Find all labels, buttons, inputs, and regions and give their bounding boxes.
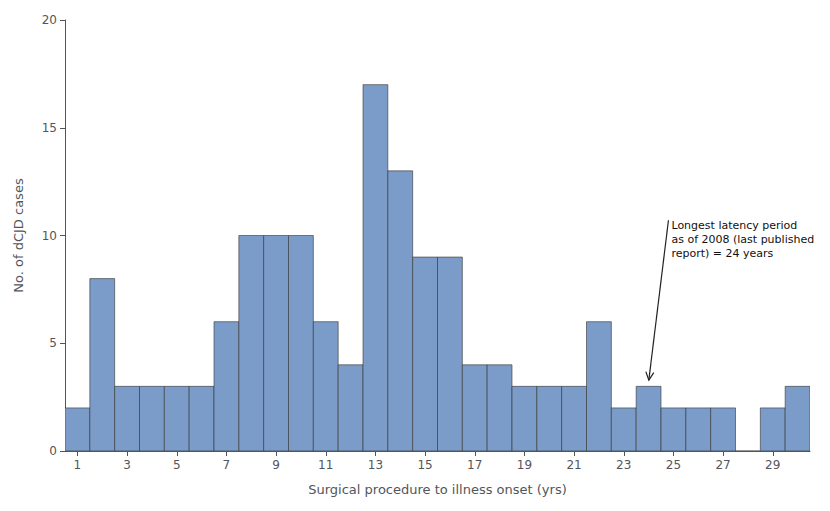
svg-text:21: 21	[566, 458, 581, 472]
svg-text:13: 13	[368, 458, 383, 472]
svg-text:report) = 24 years: report) = 24 years	[671, 247, 773, 260]
svg-text:7: 7	[223, 458, 231, 472]
svg-text:9: 9	[272, 458, 280, 472]
svg-text:23: 23	[616, 458, 631, 472]
svg-text:15: 15	[417, 458, 432, 472]
svg-text:19: 19	[517, 458, 532, 472]
svg-text:5: 5	[173, 458, 181, 472]
svg-text:10: 10	[42, 229, 57, 243]
svg-text:3: 3	[123, 458, 131, 472]
svg-text:Longest latency period: Longest latency period	[671, 219, 797, 232]
svg-text:as of 2008 (last published: as of 2008 (last published	[671, 233, 814, 246]
svg-text:29: 29	[765, 458, 780, 472]
svg-text:1: 1	[74, 458, 82, 472]
svg-text:5: 5	[49, 336, 57, 350]
svg-text:0: 0	[49, 444, 57, 458]
svg-text:No. of dCJD cases: No. of dCJD cases	[11, 178, 26, 293]
svg-text:Surgical procedure to illness: Surgical procedure to illness onset (yrs…	[308, 482, 567, 497]
svg-text:20: 20	[42, 13, 57, 27]
svg-text:11: 11	[318, 458, 333, 472]
svg-text:17: 17	[467, 458, 482, 472]
svg-text:25: 25	[666, 458, 681, 472]
svg-text:15: 15	[42, 121, 57, 135]
svg-text:27: 27	[715, 458, 730, 472]
